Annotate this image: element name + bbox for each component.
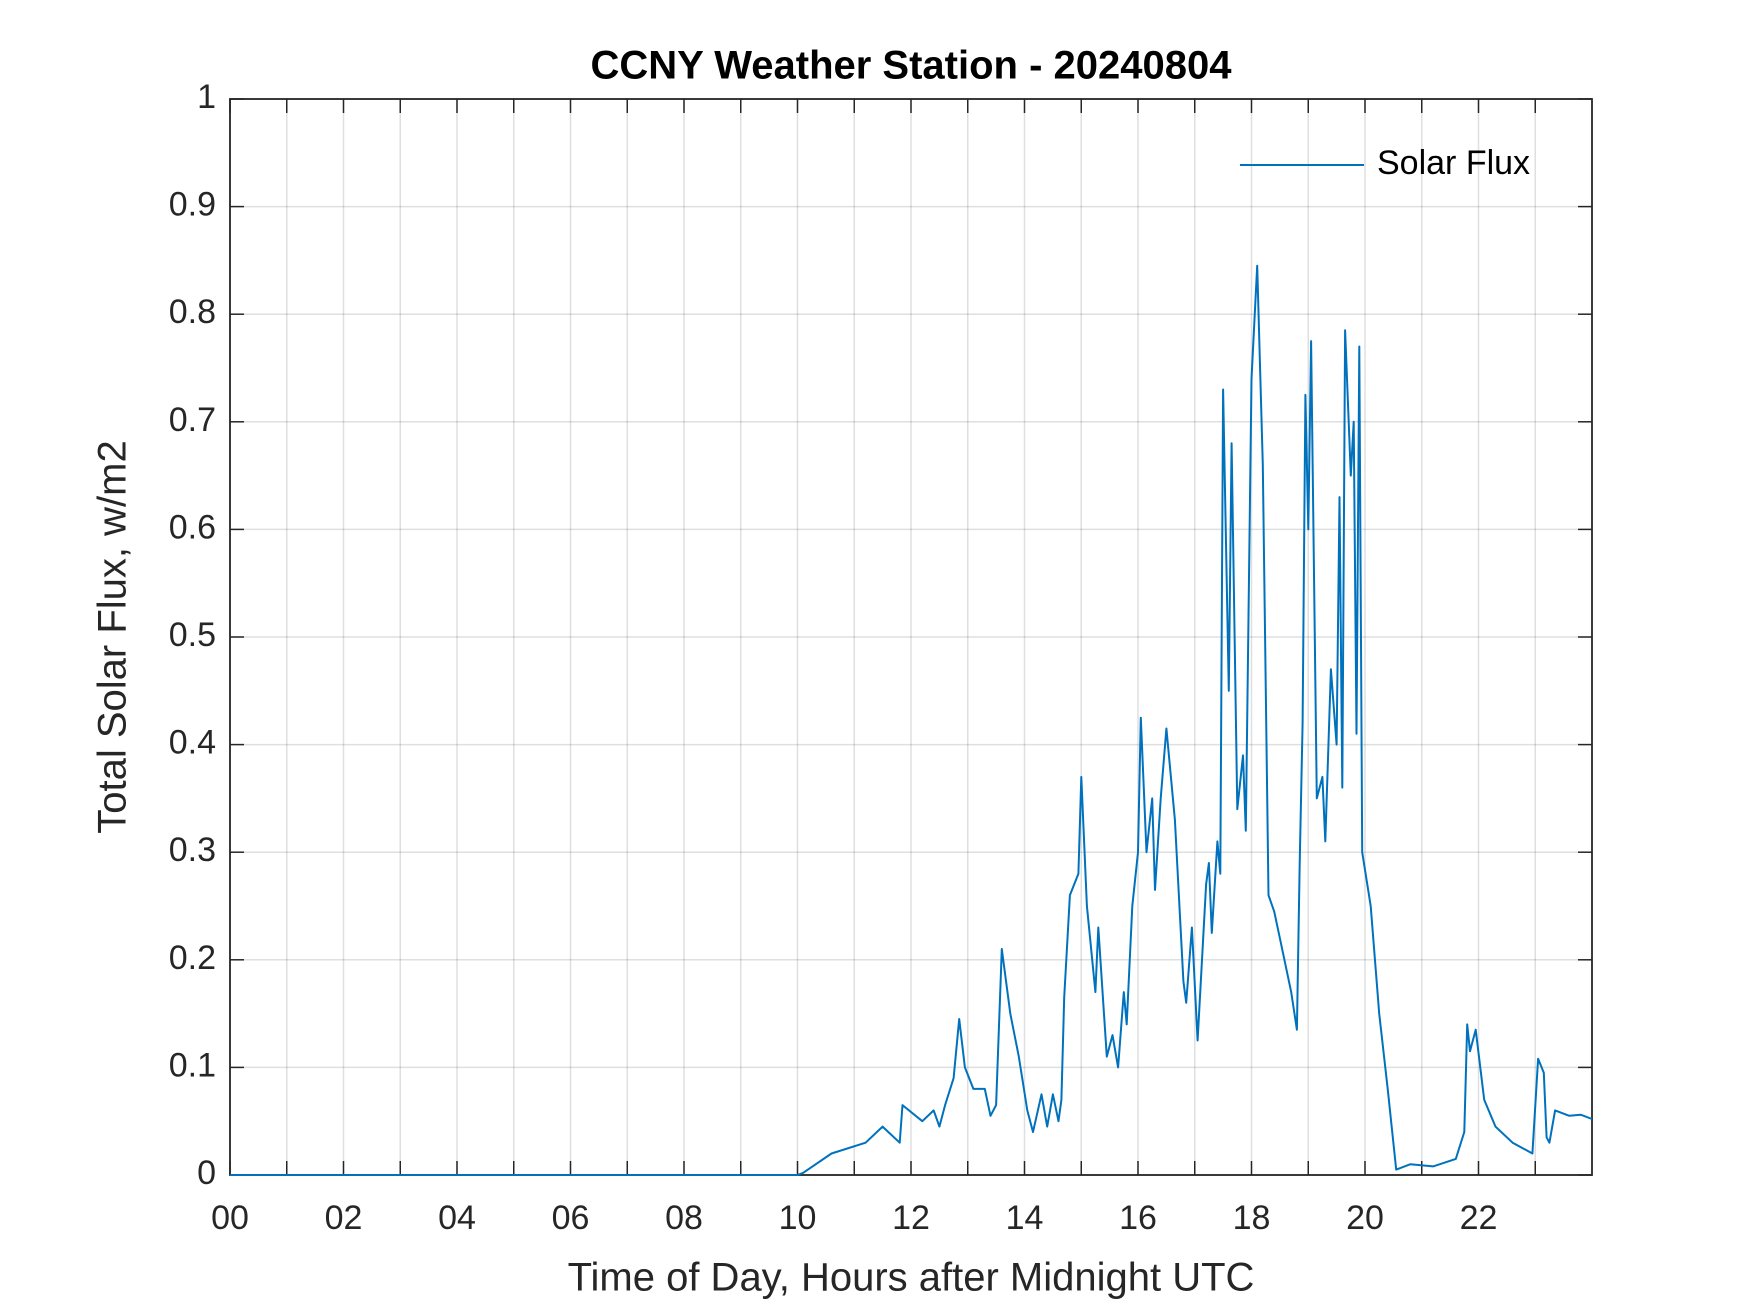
data-line [230, 264, 1593, 1176]
x-tick-label: 08 [665, 1199, 703, 1237]
y-tick-label: 0.9 [169, 186, 216, 224]
y-tick-label: 0.7 [169, 401, 216, 439]
y-tick-label: 0 [197, 1154, 216, 1192]
x-axis-label: Time of Day, Hours after Midnight UTC [568, 1256, 1255, 1300]
legend-label: Solar Flux [1377, 144, 1530, 182]
y-tick-label: 0.1 [169, 1046, 216, 1084]
y-tick-label: 0.8 [169, 293, 216, 331]
x-tick-label: 14 [1006, 1199, 1044, 1237]
y-tick-label: 0.2 [169, 939, 216, 977]
y-tick-label: 0.6 [169, 508, 216, 546]
y-tick-label: 0.5 [169, 616, 216, 654]
x-tick-label: 04 [438, 1199, 476, 1237]
y-tick-label: 0.4 [169, 724, 216, 762]
x-tick-label: 12 [892, 1199, 930, 1237]
x-tick-label: 02 [325, 1199, 363, 1237]
x-tick-label: 18 [1233, 1199, 1271, 1237]
x-tick-label: 16 [1119, 1199, 1157, 1237]
y-tick-label: 1 [197, 78, 216, 116]
y-tick-label: 0.3 [169, 831, 216, 869]
x-tick-label: 10 [779, 1199, 817, 1237]
chart-title: CCNY Weather Station - 20240804 [591, 44, 1233, 88]
x-tick-label: 06 [552, 1199, 590, 1237]
x-tick-label: 00 [211, 1199, 249, 1237]
x-tick-label: 20 [1346, 1199, 1384, 1237]
x-tick-label: 22 [1460, 1199, 1498, 1237]
y-axis-label: Total Solar Flux, w/m2 [91, 440, 135, 833]
plot-frame [229, 98, 1593, 1176]
